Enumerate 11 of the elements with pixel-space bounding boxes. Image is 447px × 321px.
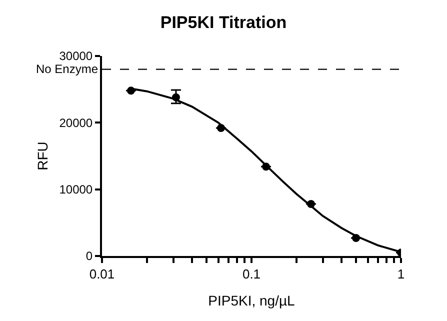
x-tick-label: 0.01 [89, 266, 115, 282]
y-tick-label: 0 [86, 249, 93, 264]
y-axis-title: RFU [34, 142, 50, 170]
y-tick-label: 10000 [59, 182, 93, 197]
y-tick-label: 30000 [59, 49, 93, 64]
chart-title: PIP5KI Titration [160, 12, 287, 32]
y-tick-label: 20000 [59, 116, 93, 130]
ref-line-label: No Enzyme [36, 62, 98, 76]
x-tick-label: 1 [397, 266, 405, 282]
x-tick-label: 0.1 [242, 266, 261, 282]
x-axis-title: PIP5KI, ng/µL [208, 292, 296, 308]
